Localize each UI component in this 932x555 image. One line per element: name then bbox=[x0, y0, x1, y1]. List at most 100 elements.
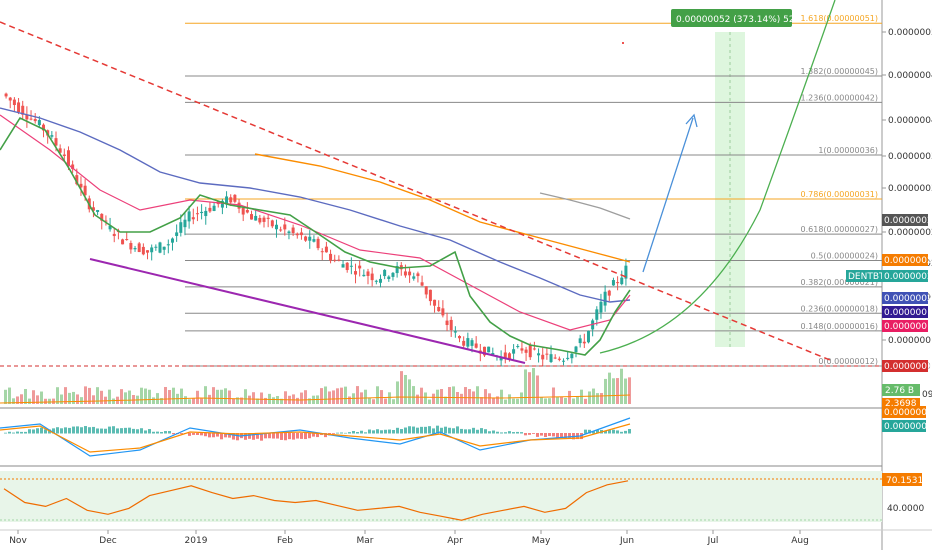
candle-body bbox=[150, 247, 154, 253]
volume-bar bbox=[444, 396, 447, 404]
candle-body bbox=[104, 220, 108, 222]
macd-histogram-bar bbox=[544, 433, 547, 437]
volume-bar bbox=[140, 387, 143, 404]
volume-bar bbox=[228, 390, 231, 404]
macd-histogram-bar bbox=[496, 431, 499, 434]
macd-histogram-bar bbox=[16, 431, 19, 434]
macd-histogram-bar bbox=[616, 430, 619, 434]
volume-bar bbox=[332, 390, 335, 404]
macd-histogram-bar bbox=[564, 433, 567, 440]
projection-label-box bbox=[671, 9, 792, 27]
fib-label: 0.5(0.00000024) bbox=[811, 252, 878, 261]
volume-bar bbox=[572, 398, 575, 404]
macd-histogram-bar bbox=[204, 433, 207, 437]
support-trendline[interactable] bbox=[89, 258, 526, 364]
macd-histogram-bar bbox=[160, 431, 163, 434]
volume-bar bbox=[576, 396, 579, 404]
fib-label: 0(0.00000012) bbox=[818, 357, 878, 366]
candle-body bbox=[4, 93, 8, 97]
candle-body bbox=[33, 118, 37, 122]
macd-histogram-bar bbox=[284, 433, 287, 441]
volume-bar bbox=[396, 381, 399, 404]
macd-histogram-bar bbox=[560, 433, 563, 438]
volume-bar bbox=[584, 398, 587, 404]
ma-gray-line bbox=[539, 192, 631, 220]
macd-histogram-bar bbox=[456, 426, 459, 434]
price-candles bbox=[4, 92, 628, 367]
macd-badge-orange bbox=[882, 406, 926, 418]
candle-body bbox=[341, 264, 345, 268]
macd-histogram-bar bbox=[60, 428, 63, 434]
volume-bar bbox=[180, 388, 183, 404]
candle-body bbox=[146, 250, 150, 253]
volume-bar bbox=[508, 394, 511, 404]
volume-bar bbox=[292, 394, 295, 404]
candle-body bbox=[204, 210, 208, 217]
candle-body bbox=[362, 274, 366, 277]
candle-body bbox=[624, 265, 628, 279]
candle-body bbox=[166, 244, 170, 246]
candle-body bbox=[208, 207, 212, 212]
volume-bar bbox=[128, 390, 131, 404]
candle-body bbox=[304, 236, 308, 241]
volume-bar bbox=[52, 398, 55, 404]
macd-badge-teal bbox=[882, 420, 926, 432]
price-badge bbox=[882, 360, 928, 372]
macd-histogram-bar bbox=[76, 426, 79, 434]
volume-tick: 09 bbox=[922, 390, 932, 400]
macd-label-a: 0.00000001 bbox=[884, 408, 932, 418]
volume-bar bbox=[8, 387, 11, 404]
price-badge bbox=[882, 320, 928, 332]
macd-histogram-bar bbox=[380, 430, 383, 434]
macd-histogram-bar bbox=[132, 428, 135, 434]
candle-body bbox=[229, 197, 233, 203]
volume-bar bbox=[120, 389, 123, 404]
fib-label: 0.382(0.00000021) bbox=[801, 278, 879, 287]
macd-histogram-bar bbox=[36, 428, 39, 434]
time-tick-label: Aug bbox=[791, 536, 809, 546]
macd-histogram-bar bbox=[144, 430, 147, 434]
candle-body bbox=[512, 349, 516, 354]
candle-body bbox=[287, 231, 291, 234]
candle-body bbox=[441, 308, 445, 316]
macd-histogram-bar bbox=[464, 429, 467, 434]
candle-body bbox=[528, 345, 532, 358]
volume-bar bbox=[620, 368, 623, 404]
macd-histogram-bar bbox=[296, 433, 299, 439]
volume-bar bbox=[556, 396, 559, 404]
volume-bar bbox=[152, 397, 155, 404]
time-tick-label: Feb bbox=[277, 536, 293, 546]
rsi-tick: 40.0000 bbox=[887, 504, 924, 514]
volume-ma-line bbox=[0, 394, 631, 404]
ema-green-line bbox=[0, 116, 631, 356]
candle-body bbox=[37, 120, 41, 126]
macd-histogram-bar bbox=[344, 432, 347, 434]
candle-body bbox=[366, 271, 370, 276]
candle-body bbox=[599, 301, 603, 313]
volume-bar bbox=[380, 390, 383, 404]
macd-histogram-bar bbox=[520, 432, 523, 434]
ma-blue-line bbox=[0, 107, 631, 303]
candle-body bbox=[324, 246, 328, 253]
candle-body bbox=[345, 262, 349, 271]
volume-bar bbox=[156, 393, 159, 404]
macd-histogram-bar bbox=[628, 429, 631, 434]
candle-body bbox=[586, 331, 590, 343]
volume-bar bbox=[528, 372, 531, 404]
candle-body bbox=[541, 354, 545, 360]
macd-histogram-bar bbox=[208, 433, 211, 438]
volume-bar bbox=[60, 394, 63, 404]
volume-bar bbox=[468, 389, 471, 404]
macd-histogram-bar bbox=[104, 428, 107, 434]
candle-body bbox=[320, 251, 324, 253]
volume-bar bbox=[612, 378, 615, 404]
candle-body bbox=[141, 246, 145, 255]
time-tick-label: Nov bbox=[9, 536, 27, 546]
volume-bar bbox=[624, 378, 627, 404]
macd-histogram-bar bbox=[404, 427, 407, 434]
plot-background bbox=[0, 0, 882, 550]
volume-bar bbox=[148, 389, 151, 404]
volume-bar bbox=[376, 386, 379, 404]
macd-histogram-bar bbox=[388, 429, 391, 434]
